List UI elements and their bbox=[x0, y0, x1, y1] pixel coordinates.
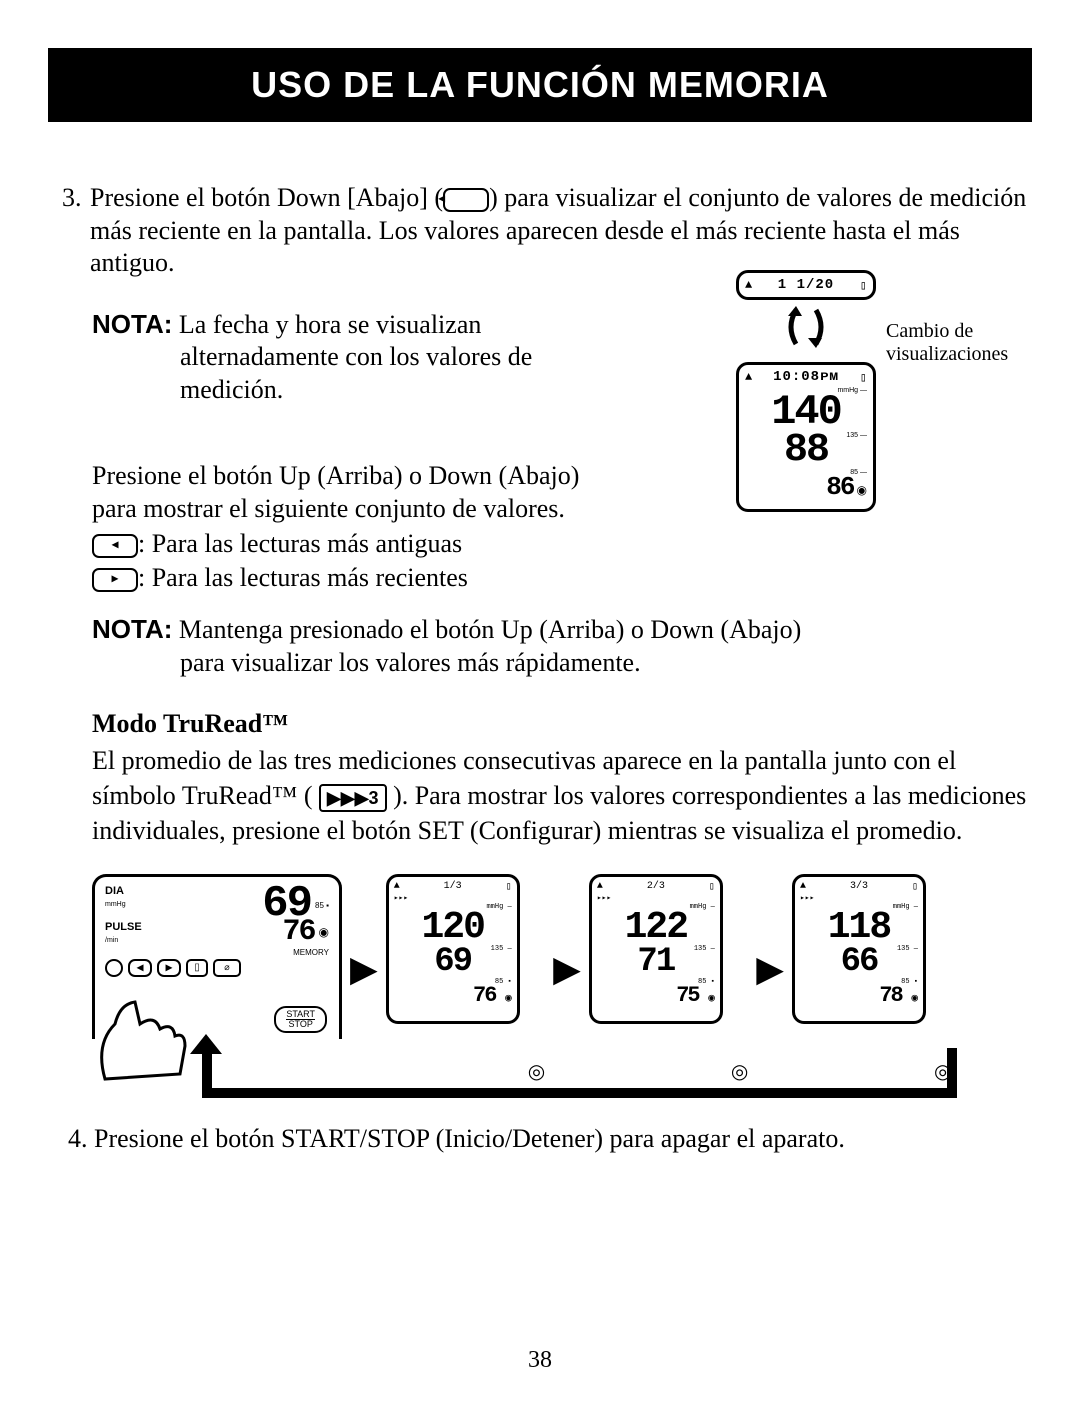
memory-icon: ▯ bbox=[860, 278, 867, 293]
section-header: USO DE LA FUNCIÓN MEMORIA bbox=[48, 48, 1032, 122]
note-1: NOTA: La fecha y hora se visualizan alte… bbox=[92, 308, 612, 407]
right-button-icon bbox=[92, 568, 138, 592]
user-icon: ▲ bbox=[745, 278, 752, 292]
pulse-value: 86 bbox=[826, 476, 853, 499]
mem-btn-icon: ▯ bbox=[186, 959, 208, 977]
start-stop-button: STARTSTOP bbox=[274, 1006, 327, 1033]
reading-3: ▲3/3▯ ▸▸▸ mmHg — 118 135 — 66 85 ▪ 78 ◉ bbox=[792, 874, 926, 1024]
mini-screen-date: ▲ 1 1/20 ▯ bbox=[736, 270, 876, 300]
sys-value: 140 bbox=[745, 394, 867, 432]
date-value: 1 1/20 bbox=[778, 277, 834, 293]
reading-2: ▲2/3▯ ▸▸▸ mmHg — 122 135 — 71 85 ▪ 75 ◉ bbox=[589, 874, 723, 1024]
avg-btn-icon: ⌀ bbox=[213, 959, 241, 977]
note-label: NOTA: bbox=[92, 309, 172, 339]
user-icon: ▲ bbox=[745, 370, 752, 384]
tru-icon: ▸▸▸ bbox=[394, 893, 512, 903]
left-btn-text: : Para las lecturas más antiguas bbox=[138, 529, 462, 558]
heart-icon: ◉ bbox=[319, 925, 329, 939]
reading-1: ▲1/3▯ ▸▸▸ mmHg — 120 135 — 69 85 ▪ 76 ◉ bbox=[386, 874, 520, 1024]
note-2: NOTA: Mantenga presionado el botón Up (A… bbox=[92, 613, 1032, 679]
down-button-icon bbox=[443, 188, 489, 212]
power-icon bbox=[105, 959, 123, 977]
arrow-icon: ▶ bbox=[756, 948, 784, 990]
cambio-label: Cambio de visualizaciones bbox=[886, 320, 1008, 366]
left-button-icon bbox=[92, 534, 138, 558]
loop-arrow bbox=[202, 1048, 957, 1098]
right-btn-text: : Para las lecturas más recientes bbox=[138, 563, 468, 592]
memory-label: MEMORY bbox=[105, 948, 329, 957]
note1-line1: La fecha y hora se visualizan bbox=[179, 310, 481, 339]
step-3: 3. Presione el botón Down [Abajo] () par… bbox=[62, 182, 1032, 280]
truread-illustration: DIAmmHg PULSE/min 69 85 ▪ 76 ◉ MEMORY ▯ … bbox=[92, 874, 992, 1094]
step-3-text-before: Presione el botón Down [Abajo] ( bbox=[90, 183, 443, 212]
note2-line1: Mantenga presionado el botón Up (Arriba)… bbox=[179, 615, 801, 644]
mini-screen-reading: ▲ 10:08ᴘᴍ ▯ mmHg — 140 135 — 88 85 — 86 … bbox=[736, 362, 876, 512]
device-illustration-right: ▲ 1 1/20 ▯ ▲ 10:08ᴘᴍ ▯ mmHg — 140 135 — … bbox=[736, 270, 996, 512]
pulse-label: PULSE/min bbox=[105, 921, 142, 945]
nav-right-icon bbox=[157, 959, 181, 977]
note2-label: NOTA: bbox=[92, 614, 172, 644]
note2-line2: para visualizar los valores más rápidame… bbox=[180, 647, 1032, 680]
truread-title: Modo TruRead™ bbox=[92, 709, 1032, 739]
note1-line3: medición. bbox=[180, 374, 612, 407]
left-button-line: : Para las lecturas más antiguas bbox=[92, 529, 1032, 559]
truread-body: El promedio de las tres mediciones conse… bbox=[92, 743, 1032, 848]
heart-icon: ◉ bbox=[857, 483, 867, 497]
arrow-icon: ▶ bbox=[350, 948, 378, 990]
device-main: DIAmmHg PULSE/min 69 85 ▪ 76 ◉ MEMORY ▯ … bbox=[92, 874, 342, 1039]
page-number: 38 bbox=[528, 1347, 552, 1374]
nav-left-icon bbox=[128, 959, 152, 977]
dia-label: DIAmmHg bbox=[105, 885, 142, 909]
step-3-number: 3. bbox=[62, 183, 82, 212]
swap-arrows-icon bbox=[736, 302, 876, 360]
memory-icon: ▯ bbox=[860, 370, 867, 385]
note1-line2: alternadamente con los valores de bbox=[180, 341, 612, 374]
arrow-icon: ▶ bbox=[553, 948, 581, 990]
prev-next-instruction: Presione el botón Up (Arriba) o Down (Ab… bbox=[92, 460, 612, 525]
right-button-line: : Para las lecturas más recientes bbox=[92, 563, 1032, 593]
marker: 85 ▪ bbox=[315, 901, 329, 910]
time-value: 10:08ᴘᴍ bbox=[773, 369, 839, 385]
device-pulse-val: 76 bbox=[283, 919, 315, 946]
truread-symbol: ▶▶▶3 bbox=[319, 784, 387, 812]
step-4: 4. Presione el botón START/STOP (Inicio/… bbox=[68, 1124, 1032, 1154]
